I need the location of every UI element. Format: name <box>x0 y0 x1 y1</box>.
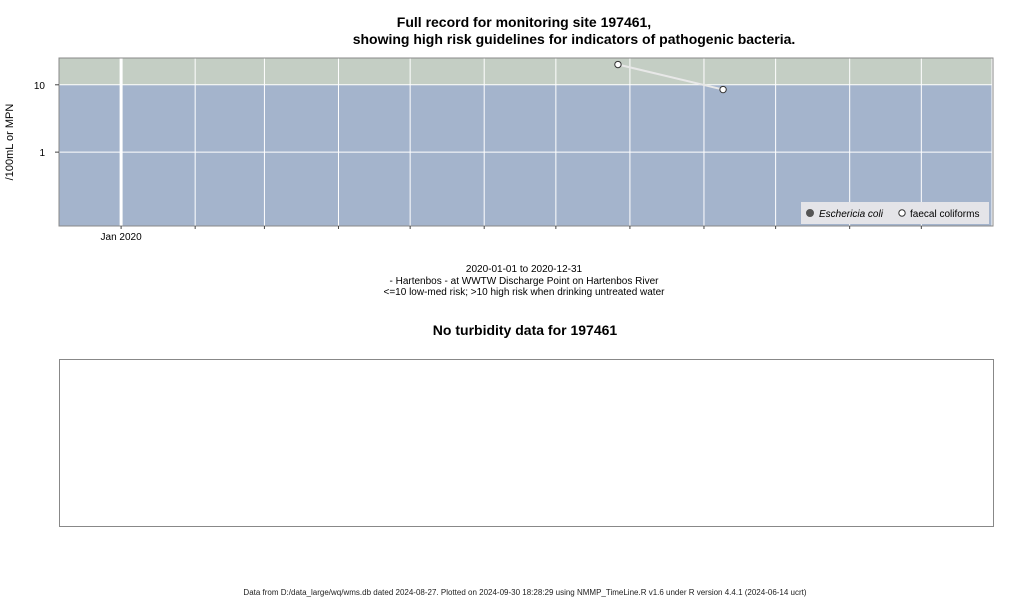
plot-frame <box>58 57 994 227</box>
chart-title-line1: Full record for monitoring site 197461, <box>396 14 652 30</box>
y-axis: 1 10 <box>34 81 59 159</box>
caption-site: - Hartenbos - at WWTW Discharge Point on… <box>389 276 659 287</box>
data-point <box>719 85 727 94</box>
x-tick-label: Jan 2020 <box>101 232 143 243</box>
y-tick-label: 10 <box>34 81 46 92</box>
grid-lines <box>59 58 995 226</box>
legend: Eschericia coli faecal coliforms <box>801 202 989 224</box>
x-axis: Jan 2020 <box>101 226 922 243</box>
legend-marker-faecal <box>898 209 906 217</box>
legend-label-ecoli: Eschericia coli <box>819 209 884 220</box>
turbidity-plot-area <box>59 359 994 527</box>
y-tick-label: 1 <box>39 148 45 159</box>
caption-risk: <=10 low-med risk; >10 high risk when dr… <box>383 287 665 298</box>
legend-label-faecal: faecal coliforms <box>910 209 979 220</box>
high-risk-band <box>59 58 993 85</box>
series-line-1 <box>617 63 724 91</box>
legend-marker-ecoli <box>806 209 814 217</box>
footer-note: Data from D:/data_large/wq/wms.db dated … <box>243 588 807 597</box>
bacteria-chart: 1 10 Jan 2020 /100mL or MPN Eschericia co… <box>4 57 995 243</box>
series-layer <box>614 60 727 94</box>
turbidity-title: No turbidity data for 197461 <box>432 322 618 338</box>
data-point <box>614 60 622 69</box>
caption-date-range: 2020-01-01 to 2020-12-31 <box>465 264 583 275</box>
chart-title-line2: showing high risk guidelines for indicat… <box>352 31 796 47</box>
y-axis-label: /100mL or MPN <box>4 104 16 181</box>
